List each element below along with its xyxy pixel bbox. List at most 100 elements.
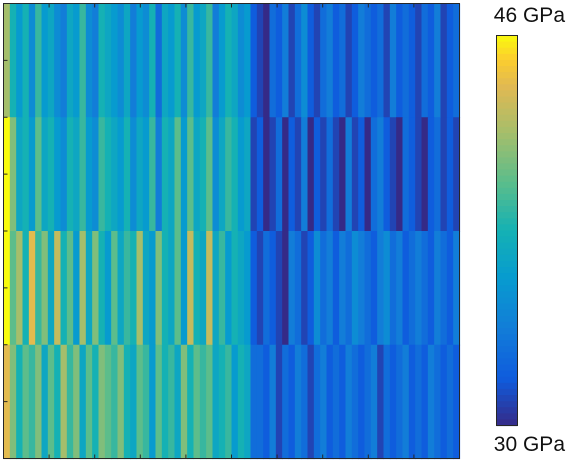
colorbar-band (496, 340, 518, 347)
colorbar-band (496, 181, 518, 189)
heatmap-cell (282, 344, 290, 460)
heatmap-cell (28, 344, 36, 460)
heatmap-cell (98, 3, 106, 118)
colorbar-band (496, 303, 518, 311)
colorbar-band (496, 413, 518, 420)
colorbar-band (496, 321, 518, 329)
heatmap-cell (320, 344, 328, 460)
colorbar-band (496, 151, 518, 158)
heatmap-cell (408, 117, 416, 232)
heatmap-cell (453, 231, 461, 346)
heatmap-cell (123, 3, 131, 118)
heatmap-cell (237, 117, 245, 232)
colorbar-band (496, 370, 518, 378)
heatmap-cell (250, 231, 258, 346)
heatmap-cell (351, 3, 359, 118)
heatmap-cell (364, 3, 372, 118)
heatmap-cell (364, 117, 372, 232)
heatmap-cell (180, 3, 188, 118)
heatmap-cell (206, 3, 214, 118)
heatmap-cell (370, 344, 378, 460)
heatmap-cell (237, 344, 245, 460)
heatmap-cell (85, 3, 93, 118)
heatmap-cell (206, 344, 214, 460)
heatmap-cell (231, 344, 239, 460)
heatmap-cell (123, 344, 131, 460)
heatmap-cell (85, 117, 93, 232)
heatmap-cell (174, 117, 182, 232)
heatmap-cell (345, 117, 353, 232)
heatmap-cell (351, 117, 359, 232)
heatmap-cell (408, 344, 416, 460)
heatmap-cell (66, 344, 74, 460)
colorbar-band (496, 273, 518, 280)
heatmap-cell (155, 117, 163, 232)
heatmap-cell (326, 231, 334, 346)
heatmap-cell (244, 231, 252, 346)
heatmap-cell (168, 3, 176, 118)
heatmap-cells (3, 3, 461, 460)
heatmap-cell (79, 117, 87, 232)
heatmap-cell (339, 117, 347, 232)
heatmap-cell (231, 231, 239, 346)
heatmap-cell (326, 344, 334, 460)
axis-ticks (3, 3, 415, 459)
heatmap-cell (117, 3, 125, 118)
heatmap-cell (47, 344, 55, 460)
colorbar-band (496, 248, 518, 256)
heatmap-cell (275, 231, 283, 346)
heatmap-cell (434, 117, 442, 232)
colorbar-band (496, 352, 518, 360)
heatmap-cell (66, 231, 74, 346)
heatmap-cell (73, 344, 81, 460)
heatmap-cell (415, 344, 423, 460)
heatmap-cell (320, 117, 328, 232)
heatmap-cell (275, 3, 283, 118)
heatmap-cell (16, 344, 24, 460)
colorbar-band (496, 267, 518, 274)
heatmap-cell (22, 344, 30, 460)
heatmap-cell (79, 3, 87, 118)
heatmap-cell (28, 117, 36, 232)
heatmap-cell (136, 3, 144, 118)
heatmap-cell (408, 231, 416, 346)
colorbar-band (496, 315, 518, 323)
heatmap-cell (218, 344, 226, 460)
heatmap-cell (282, 117, 290, 232)
heatmap-cell (421, 117, 429, 232)
heatmap-cell (187, 231, 195, 346)
heatmap-cell (263, 344, 271, 460)
heatmap-cell (434, 3, 442, 118)
heatmap-cell (79, 344, 87, 460)
heatmap-cell (421, 344, 429, 460)
colorbar-max-label: 46 GPa (493, 4, 565, 27)
heatmap-cell (263, 117, 271, 232)
heatmap-cell (136, 344, 144, 460)
heatmap-cell (35, 231, 43, 346)
heatmap-cell (155, 231, 163, 346)
heatmap-cell (212, 344, 220, 460)
heatmap-cell (117, 117, 125, 232)
heatmap-cell (301, 3, 309, 118)
heatmap-cell (174, 3, 182, 118)
heatmap-cell (206, 117, 214, 232)
heatmap-cell (47, 231, 55, 346)
heatmap-cell (269, 117, 277, 232)
heatmap-cell (440, 3, 448, 118)
heatmap-cell (332, 117, 340, 232)
heatmap-cell (320, 3, 328, 118)
heatmap-cell (427, 3, 435, 118)
heatmap-cell (434, 231, 442, 346)
heatmap-cell (282, 231, 290, 346)
heatmap-cell (136, 117, 144, 232)
heatmap-cell (28, 231, 36, 346)
heatmap-cell (396, 231, 404, 346)
colorbar-band (496, 328, 518, 335)
colorbar-band (496, 120, 518, 128)
heatmap-cell (47, 3, 55, 118)
heatmap-cell (16, 231, 24, 346)
heatmap-cell (383, 3, 391, 118)
heatmap-cell (282, 3, 290, 118)
